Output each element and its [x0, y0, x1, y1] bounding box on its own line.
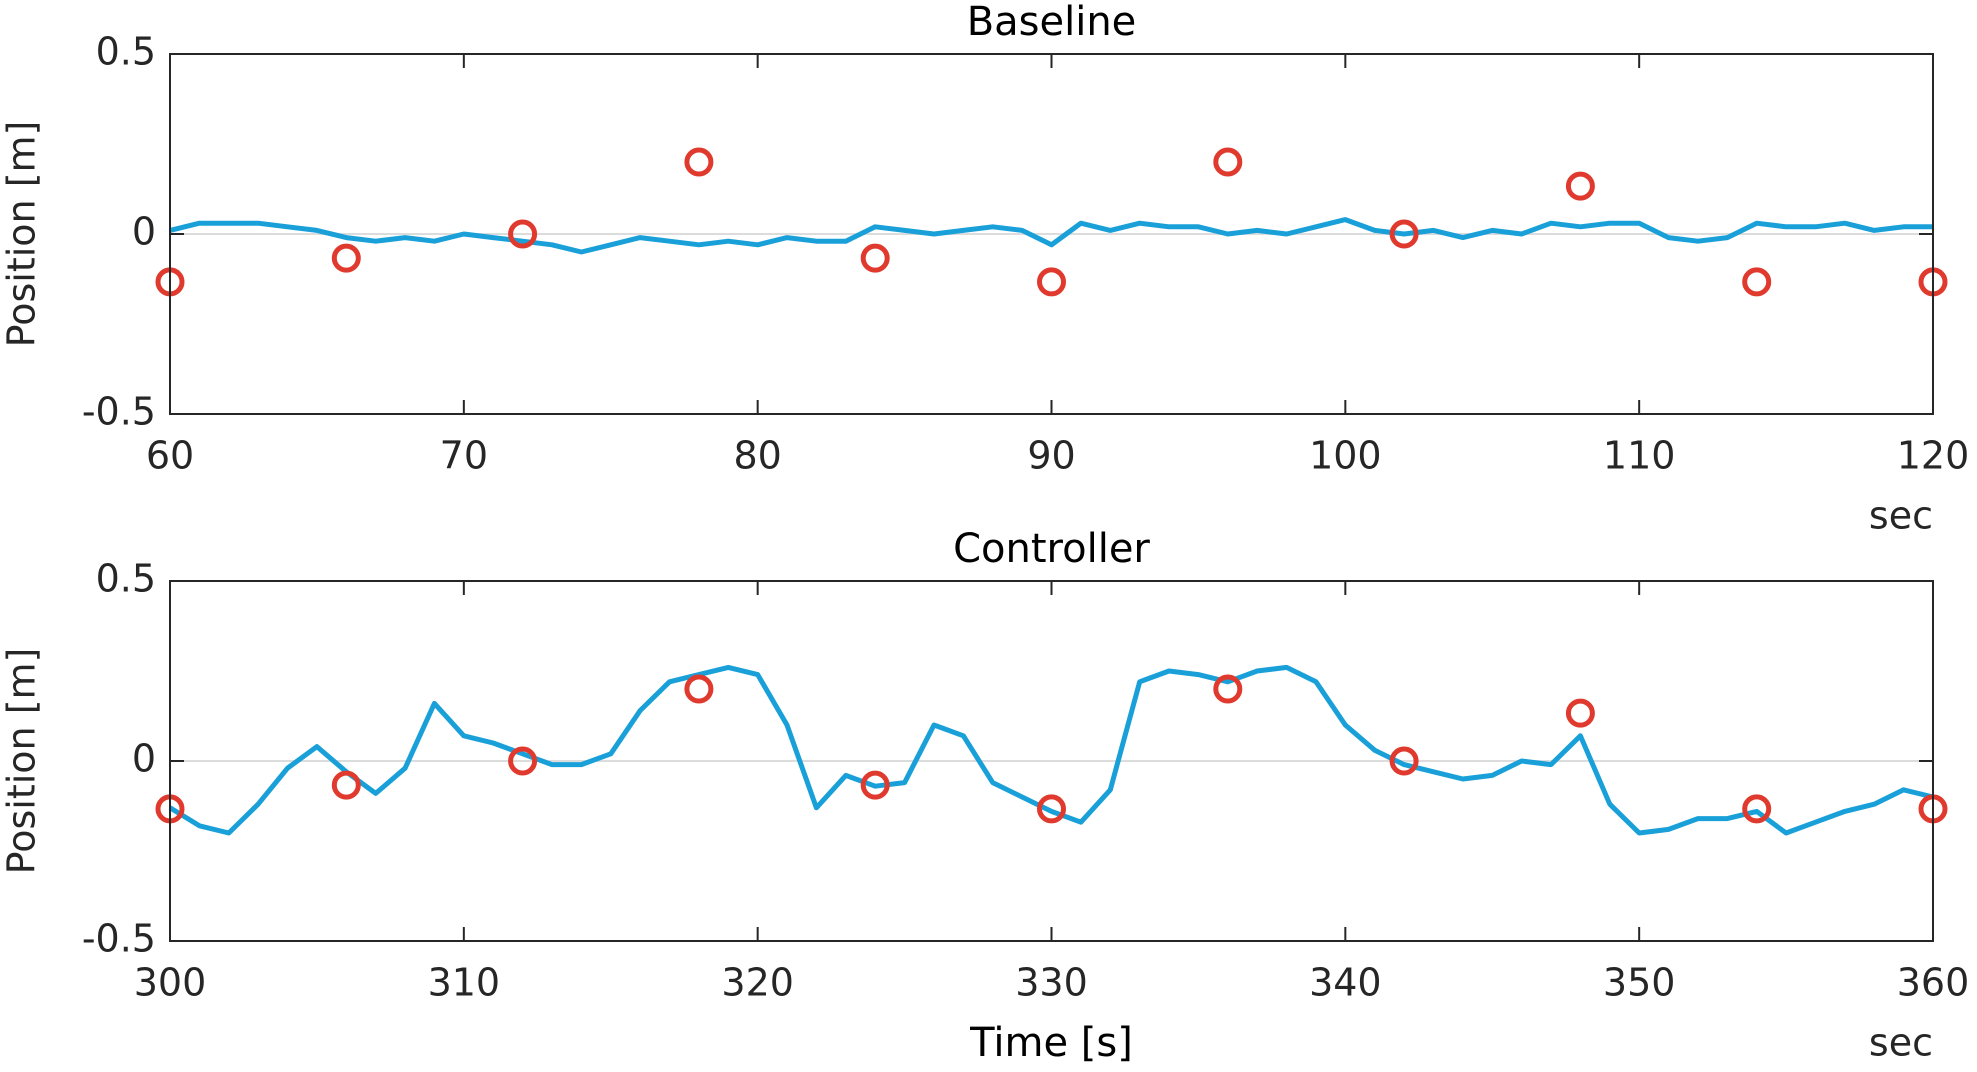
data-point [684, 674, 714, 704]
y-axis-label: Position [m] [0, 121, 44, 348]
data-point [1389, 219, 1419, 249]
chart-title: Baseline [967, 0, 1137, 45]
data-point [331, 243, 361, 273]
x-tick-label: 80 [733, 434, 781, 478]
y-tick-label: -0.5 [82, 917, 156, 961]
y-tick-label: 0.5 [96, 30, 156, 74]
data-line [169, 217, 1933, 255]
data-point [860, 770, 890, 800]
x-tick-label: 350 [1603, 961, 1676, 1005]
y-axis-label: Position [m] [0, 648, 44, 875]
x-unit: sec [1869, 1021, 1933, 1065]
data-point [1742, 794, 1772, 824]
data-point [684, 147, 714, 177]
data-point [1037, 267, 1066, 297]
y-tick-label: 0 [132, 737, 156, 781]
data-point [1742, 267, 1772, 297]
data-point [331, 770, 361, 800]
x-unit: sec [1869, 494, 1933, 538]
y-tick-label: 0 [132, 210, 156, 254]
data-point [1037, 794, 1066, 824]
data-line [168, 664, 1934, 836]
y-tick-label: -0.5 [82, 390, 156, 434]
chart-title: Controller [953, 526, 1150, 572]
chart-panel: 300 310 320 330 340 350 360 -0.5 0 0.5 Controller P… [0, 526, 1969, 1066]
x-tick-label: 320 [721, 961, 794, 1005]
data-point [1565, 698, 1595, 728]
x-tick-label: 360 [1897, 961, 1970, 1005]
data-point [1213, 674, 1243, 704]
x-tick-label: 100 [1309, 434, 1382, 478]
x-tick-label: 330 [1015, 961, 1088, 1005]
chart-panel: 60 70 80 90 100 110 120 -0.5 0 0.5 Baseline Positio… [0, 0, 1969, 538]
x-tick-label: 120 [1897, 434, 1970, 478]
x-tick-label: 340 [1309, 961, 1382, 1005]
x-tick-label: 90 [1027, 434, 1075, 478]
y-tick-label: 0.5 [96, 557, 156, 601]
x-axis-label: Time [s] [969, 1020, 1133, 1066]
data-point [860, 243, 890, 273]
x-tick-label: 310 [428, 961, 501, 1005]
data-point [508, 219, 538, 249]
x-tick-label: 60 [146, 434, 194, 478]
x-tick-label: 300 [134, 961, 207, 1005]
data-point [1213, 147, 1243, 177]
data-point [1389, 746, 1419, 776]
data-point [1565, 171, 1595, 201]
x-tick-label: 110 [1603, 434, 1676, 478]
data-point [508, 746, 538, 776]
x-tick-label: 70 [440, 434, 488, 478]
